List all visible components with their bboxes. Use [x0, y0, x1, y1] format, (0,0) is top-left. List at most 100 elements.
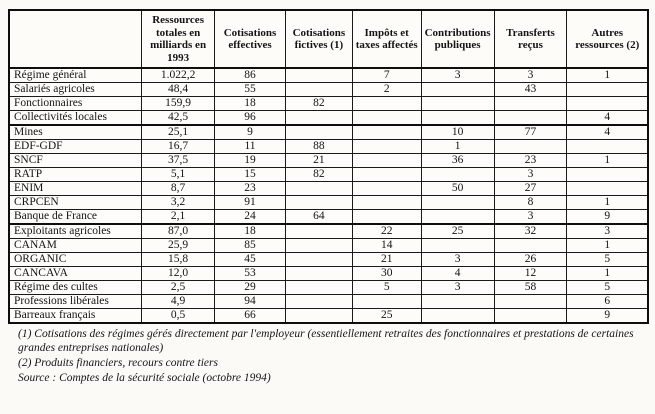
- value-cell: 2: [351, 82, 422, 97]
- table-row: RATP 5,1 15 82 3: [8, 167, 649, 182]
- value-cell: [420, 167, 495, 182]
- value-cell: [493, 308, 568, 324]
- value-cell: 0,5: [141, 308, 216, 324]
- value-cell: 42,5: [141, 110, 216, 126]
- value-cell: 1: [566, 238, 649, 253]
- table-row: Régime des cultes 2,5 29 5 3 58 5: [8, 280, 649, 295]
- header-contributions-publiques: Contributions publiques: [420, 9, 495, 69]
- table-row: SNCF 37,5 19 21 36 23 1: [8, 153, 649, 168]
- value-cell: [351, 294, 422, 309]
- value-cell: 16,7: [141, 139, 216, 154]
- value-cell: [351, 167, 422, 182]
- value-cell: 1: [566, 266, 649, 281]
- value-cell: [420, 195, 495, 210]
- table-row: Professions libérales 4,9 94 6: [8, 294, 649, 309]
- value-cell: 53: [214, 266, 286, 281]
- value-cell: 87,0: [141, 223, 216, 239]
- value-cell: [284, 266, 353, 281]
- regime-label: EDF-GDF: [8, 139, 143, 154]
- value-cell: 8: [493, 195, 568, 210]
- value-cell: 3: [420, 67, 495, 83]
- table-row: EDF-GDF 16,7 11 88 1: [8, 139, 649, 154]
- header-cotisations-effectives: Cotisations effectives: [214, 9, 286, 69]
- value-cell: 18: [214, 223, 286, 239]
- value-cell: 159,9: [141, 96, 216, 111]
- value-cell: 1: [566, 195, 649, 210]
- value-cell: 21: [351, 252, 422, 267]
- value-cell: 2,5: [141, 280, 216, 295]
- scanned-document-page: Ressources totales en milliards en 1993 …: [8, 9, 649, 385]
- value-cell: [566, 181, 649, 196]
- value-cell: 11: [214, 139, 286, 154]
- value-cell: 5: [566, 252, 649, 267]
- value-cell: 43: [493, 82, 568, 97]
- value-cell: [420, 238, 495, 253]
- value-cell: 3,2: [141, 195, 216, 210]
- value-cell: 25: [351, 308, 422, 324]
- value-cell: [420, 294, 495, 309]
- value-cell: 22: [351, 223, 422, 239]
- value-cell: 19: [214, 153, 286, 168]
- value-cell: [351, 181, 422, 196]
- value-cell: [566, 96, 649, 111]
- value-cell: [284, 252, 353, 267]
- regime-label: Mines: [8, 124, 143, 140]
- value-cell: [351, 110, 422, 126]
- value-cell: [284, 195, 353, 210]
- footnotes: (1) Cotisations des régimes gérés direct…: [18, 327, 647, 385]
- table-row: CANAM 25,9 85 14 1: [8, 238, 649, 253]
- value-cell: 50: [420, 181, 495, 196]
- table-row: Salariés agricoles 48,4 55 2 43: [8, 82, 649, 97]
- value-cell: 66: [214, 308, 286, 324]
- value-cell: 4: [420, 266, 495, 281]
- value-cell: 58: [493, 280, 568, 295]
- value-cell: 18: [214, 96, 286, 111]
- value-cell: 64: [284, 209, 353, 225]
- regime-label: ORGANIC: [8, 252, 143, 267]
- value-cell: [284, 294, 353, 309]
- value-cell: 15: [214, 167, 286, 182]
- value-cell: 96: [214, 110, 286, 126]
- table-header: Ressources totales en milliards en 1993 …: [8, 9, 649, 69]
- regime-label: Exploitants agricoles: [8, 223, 143, 239]
- value-cell: 37,5: [141, 153, 216, 168]
- value-cell: 25,1: [141, 124, 216, 140]
- value-cell: [493, 238, 568, 253]
- value-cell: 12: [493, 266, 568, 281]
- resources-table: Ressources totales en milliards en 1993 …: [8, 9, 649, 324]
- regime-label: ENIM: [8, 181, 143, 196]
- value-cell: 9: [566, 209, 649, 225]
- value-cell: [284, 280, 353, 295]
- table-row: ORGANIC 15,8 45 21 3 26 5: [8, 252, 649, 267]
- value-cell: 3: [566, 223, 649, 239]
- value-cell: [284, 308, 353, 324]
- value-cell: [284, 181, 353, 196]
- value-cell: 25,9: [141, 238, 216, 253]
- header-row: Ressources totales en milliards en 1993 …: [8, 9, 649, 69]
- value-cell: 5,1: [141, 167, 216, 182]
- value-cell: [420, 308, 495, 324]
- header-ressources-totales: Ressources totales en milliards en 1993: [141, 9, 216, 69]
- value-cell: [493, 96, 568, 111]
- value-cell: [493, 294, 568, 309]
- value-cell: [284, 238, 353, 253]
- value-cell: 48,4: [141, 82, 216, 97]
- regime-label: Barreaux français: [8, 308, 143, 324]
- value-cell: 3: [420, 280, 495, 295]
- value-cell: 12,0: [141, 266, 216, 281]
- table-row: Exploitants agricoles 87,0 18 22 25 32 3: [8, 223, 649, 239]
- regime-label: Régime général: [8, 67, 143, 83]
- regime-label: Salariés agricoles: [8, 82, 143, 97]
- table-row: ENIM 8,7 23 50 27: [8, 181, 649, 196]
- regime-label: CANCAVA: [8, 266, 143, 281]
- value-cell: [493, 110, 568, 126]
- value-cell: 14: [351, 238, 422, 253]
- value-cell: [351, 195, 422, 210]
- footnote-2: (2) Produits financiers, recours contre …: [18, 357, 218, 369]
- value-cell: 1: [566, 67, 649, 83]
- value-cell: [493, 139, 568, 154]
- value-cell: 15,8: [141, 252, 216, 267]
- value-cell: [284, 223, 353, 239]
- regime-label: Banque de France: [8, 209, 143, 225]
- value-cell: [351, 209, 422, 225]
